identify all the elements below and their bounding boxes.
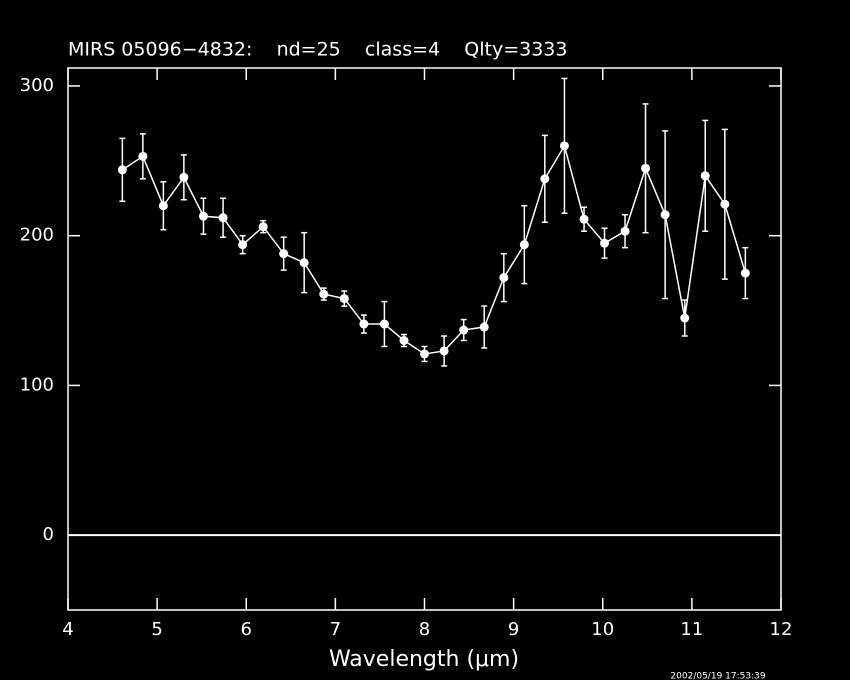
data-point <box>117 165 127 175</box>
x-axis-label: Wavelength (μm) <box>329 647 519 672</box>
x-tick-label: 6 <box>241 619 252 640</box>
data-point <box>420 349 429 359</box>
data-point <box>660 210 670 220</box>
x-tick-label: 5 <box>151 619 162 640</box>
data-point <box>138 151 148 161</box>
data-point <box>439 346 449 356</box>
data-point <box>519 240 529 250</box>
data-point <box>198 211 208 221</box>
data-point <box>740 268 750 278</box>
data-point <box>680 313 690 323</box>
y-tick-label: 100 <box>20 374 54 395</box>
data-point <box>258 222 268 232</box>
data-point <box>720 199 730 209</box>
data-point <box>299 258 309 268</box>
x-tick-label: 11 <box>680 619 703 640</box>
data-point <box>359 319 369 329</box>
data-point <box>379 319 389 329</box>
y-tick-label: 200 <box>20 225 54 246</box>
data-point <box>279 249 289 259</box>
data-point <box>641 163 651 173</box>
chart-title: MIRS 05096−4832: nd=25 class=4 Qlty=3333 <box>68 39 567 61</box>
x-tick-label: 4 <box>62 619 73 640</box>
data-point <box>559 141 569 151</box>
plot-frame <box>67 67 782 611</box>
data-point <box>540 174 550 184</box>
data-line <box>121 143 747 355</box>
x-tick-label: 12 <box>770 619 793 640</box>
data-point <box>158 201 168 211</box>
data-point <box>700 171 710 181</box>
data-point <box>179 172 189 182</box>
data-point <box>399 335 409 345</box>
y-tick-label: 300 <box>20 75 54 96</box>
data-point <box>459 325 469 335</box>
x-tick-label: 7 <box>330 619 341 640</box>
data-point <box>319 289 329 299</box>
data-point <box>479 322 489 332</box>
x-tick-label: 10 <box>591 619 614 640</box>
data-point <box>620 226 630 236</box>
data-point <box>499 273 509 283</box>
data-point <box>339 294 349 304</box>
timestamp: 2002/05/19 17:53:39 <box>670 672 765 680</box>
data-point <box>579 214 589 224</box>
data-point <box>218 213 228 223</box>
x-tick-label: 9 <box>508 619 519 640</box>
data-point <box>600 238 610 248</box>
x-tick-label: 8 <box>419 619 430 640</box>
data-point <box>238 240 248 250</box>
y-tick-label: 0 <box>43 524 54 545</box>
